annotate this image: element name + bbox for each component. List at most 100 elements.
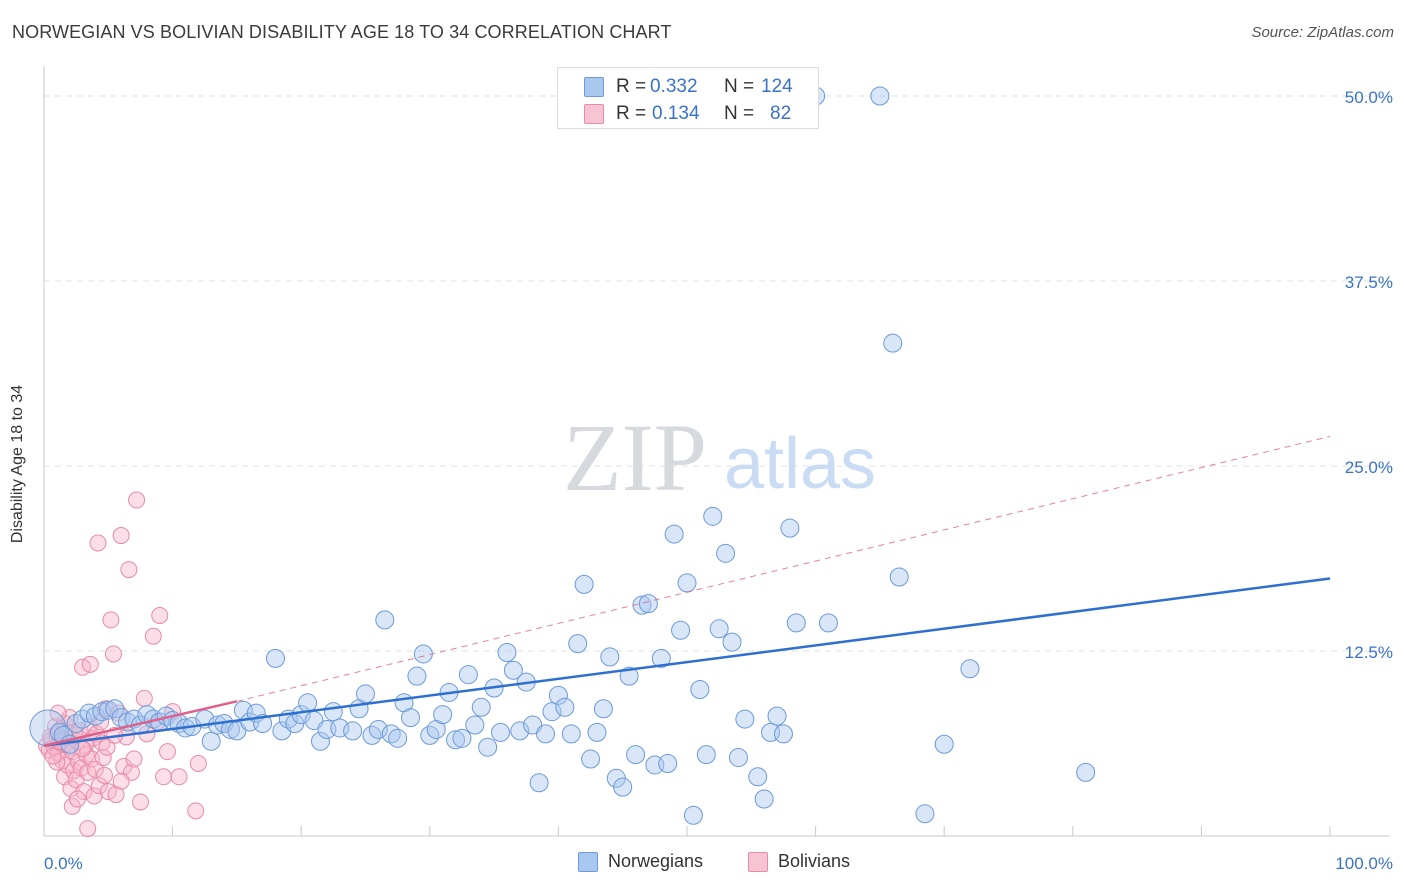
norwegian-point [574,574,594,594]
norwegian-point [683,805,703,825]
norwegians-trendline [43,577,1331,747]
bolivian-point [112,527,130,545]
n-value: 124 [761,76,793,97]
tick-labels: 12.5% 25.0% 37.5% 50.0% 0.0% 100.0% [44,88,1393,873]
y-axis-label: Disability Age 18 to 34 [9,384,26,544]
norwegian-point [368,719,388,739]
norwegian-point [767,706,787,726]
norwegian-point [503,660,523,680]
bolivian-point [79,820,97,838]
norwegian-point [298,693,318,713]
r-label: R = [616,103,647,124]
bolivian-point [125,750,143,768]
r-label: R = [616,76,647,97]
y-tick-label: 37.5% [1345,273,1393,292]
norwegian-point [465,715,485,735]
norwegian-point [748,767,768,787]
bolivian-point [120,561,138,579]
r-value: 0.134 [652,103,700,124]
norwegian-point [375,610,395,630]
norwegian-point [265,648,285,668]
norwegian-point [536,724,556,744]
n-value: 82 [770,103,792,124]
norwegian-point [703,506,723,526]
bolivians-trendline-extended [236,435,1331,702]
norwegian-point [690,679,710,699]
norwegian-point [587,722,607,742]
bolivian-point [158,743,176,761]
bolivian-point [144,627,162,645]
norwegian-point [458,665,478,685]
norwegian-point [310,731,330,751]
norwegian-point [413,644,433,664]
norwegian-point [915,804,935,824]
norwegian-point [818,613,838,633]
norwegians-points [29,86,1096,825]
stats-legend: R = 0.332 N = 124 R = 0.134 N = 82 [557,67,819,129]
norwegian-point [388,728,408,748]
source-label: Source: ZipAtlas.com [1251,24,1394,41]
n-label: N = [724,76,755,97]
norwegian-point [497,642,517,662]
norwegian-point [510,721,530,741]
bolivian-point [86,760,104,778]
bolivian-point [104,645,122,663]
norwegian-point [529,773,549,793]
norwegian-point [593,699,613,719]
norwegian-point [600,647,620,667]
x-tick-label-min: 0.0% [44,854,83,873]
r-value: 0.332 [650,76,698,97]
norwegian-point [201,731,221,751]
bolivian-point [94,749,112,767]
norwegians-swatch [584,77,604,97]
norwegian-point [626,745,646,765]
norwegian-point [561,724,581,744]
watermark-atlas: atlas [724,424,876,504]
norwegian-point [330,718,350,738]
norwegian-point [735,709,755,729]
norwegian-point [716,543,736,563]
legend-item-bolivians[interactable]: Bolivians [748,851,850,872]
bolivian-point [151,606,169,624]
norwegian-point [491,722,511,742]
y-tick-label: 50.0% [1345,88,1393,107]
norwegian-point [343,721,363,741]
bolivian-point [187,802,205,820]
stats-row-bolivians: R = 0.134 N = 82 [558,100,820,128]
norwegians-legend-swatch [578,851,598,872]
bolivian-point [131,793,149,811]
x-tick-label-max: 100.0% [1335,854,1393,873]
bolivian-point [90,777,108,795]
axis-layer [43,66,1390,837]
watermark: ZIP atlas [563,404,876,511]
norwegian-point [323,702,343,722]
norwegian-point [728,748,748,768]
norwegian-point [870,86,890,106]
bolivian-point [112,772,130,790]
norwegian-point [934,734,954,754]
bolivians-swatch [584,104,604,124]
legend-item-norwegians[interactable]: Norwegians [578,851,703,872]
bolivians-trendline [43,700,238,747]
norwegian-point [555,697,575,717]
bolivian-point [189,754,207,772]
bolivian-point [107,786,125,804]
norwegian-point [889,567,909,587]
norwegian-point [754,789,774,809]
norwegian-point [638,594,658,614]
norwegian-point [407,666,427,686]
bolivian-point [128,491,146,509]
stats-row-norwegians: R = 0.332 N = 124 [558,73,820,101]
bolivian-point [95,766,113,784]
norwegian-point [92,702,112,722]
norwegian-point [696,745,716,765]
norwegian-point [613,777,633,797]
norwegian-point [722,632,742,652]
norwegian-point [471,697,491,717]
norwegian-point [786,613,806,633]
trendlines [43,435,1331,747]
norwegian-point [452,728,472,748]
grid-layer [44,95,1390,652]
bolivians-points [38,491,207,838]
